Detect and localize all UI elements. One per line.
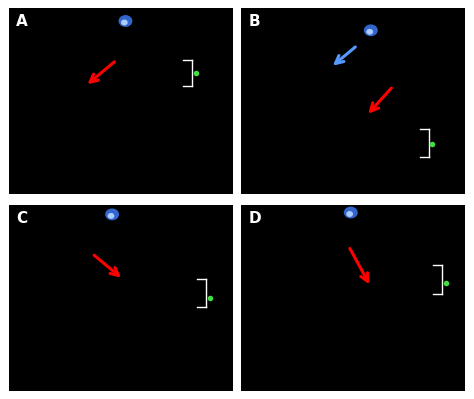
- Text: A: A: [16, 14, 28, 29]
- Text: B: B: [248, 14, 260, 29]
- Text: D: D: [248, 211, 261, 226]
- Circle shape: [106, 209, 118, 219]
- Circle shape: [365, 25, 377, 36]
- Circle shape: [119, 16, 132, 26]
- Circle shape: [108, 213, 114, 218]
- Text: C: C: [16, 211, 27, 226]
- Circle shape: [367, 30, 373, 34]
- Circle shape: [347, 212, 352, 216]
- Circle shape: [122, 20, 127, 25]
- Circle shape: [345, 207, 357, 218]
